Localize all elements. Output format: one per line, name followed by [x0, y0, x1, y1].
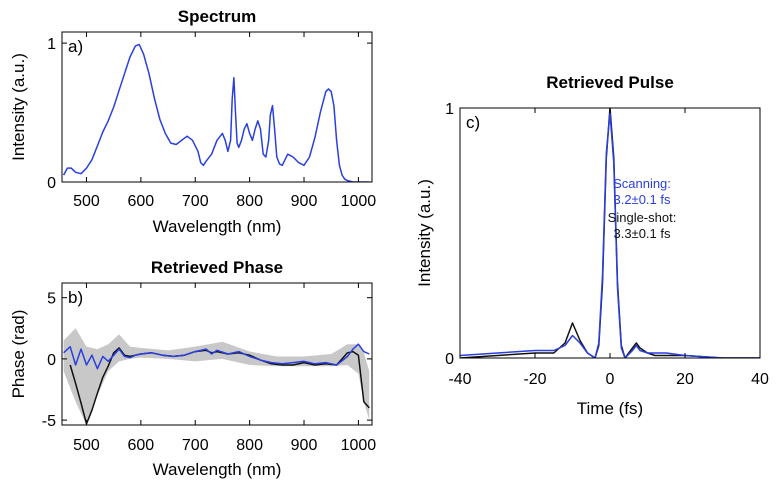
- x-tick-label: 40: [751, 371, 769, 388]
- x-tick-label: 0: [606, 371, 615, 388]
- series-line-scanning: [62, 43, 370, 182]
- x-tick-label: 600: [128, 437, 155, 454]
- y-tick-label: 0: [47, 175, 56, 192]
- x-tick-label: 800: [236, 437, 263, 454]
- x-tick-label: 1000: [341, 193, 377, 210]
- uncertainty-band: [63, 328, 370, 425]
- x-tick-label: 700: [182, 437, 209, 454]
- y-tick-label: 5: [47, 291, 56, 308]
- y-axis-label: Intensity (a.u.): [9, 53, 28, 161]
- x-tick-label: 500: [73, 193, 100, 210]
- x-tick-label: 600: [128, 193, 155, 210]
- x-tick-label: 20: [676, 371, 694, 388]
- x-tick-label: 800: [236, 193, 263, 210]
- chart-title: Retrieved Phase: [151, 258, 283, 277]
- panel-label: c): [466, 113, 480, 132]
- plot-frame: [61, 31, 373, 183]
- y-tick-label: 0: [47, 352, 56, 369]
- chart-title: Spectrum: [178, 7, 256, 26]
- x-tick-label: -40: [448, 371, 471, 388]
- x-tick-label: 500: [73, 437, 100, 454]
- x-tick-label: 900: [291, 193, 318, 210]
- plot-frame: [61, 282, 373, 426]
- plot-frame: [459, 107, 761, 359]
- series-line-singleshot: [460, 108, 760, 358]
- y-tick-label: 1: [47, 36, 56, 53]
- x-tick-label: 700: [182, 193, 209, 210]
- chart-title: Retrieved Pulse: [546, 73, 674, 92]
- x-axis-label: Time (fs): [577, 399, 643, 418]
- panel-label: b): [68, 288, 83, 307]
- annotation-text: 3.3±0.1 fs: [613, 226, 671, 241]
- annotation-text: Scanning:: [613, 176, 671, 191]
- y-tick-label: 1: [445, 101, 454, 118]
- series-line-scanning: [460, 112, 760, 358]
- x-axis-label: Wavelength (nm): [153, 460, 282, 479]
- series-line-scanning: [63, 343, 370, 370]
- x-tick-label: 900: [291, 437, 318, 454]
- panel-label: a): [68, 37, 83, 56]
- x-axis-label: Wavelength (nm): [153, 217, 282, 236]
- y-axis-label: Intensity (a.u.): [415, 179, 434, 287]
- annotation-text: Single-shot:: [608, 210, 677, 225]
- x-tick-label: -20: [523, 371, 546, 388]
- y-tick-label: 0: [445, 351, 454, 368]
- y-tick-label: -5: [42, 413, 56, 430]
- y-axis-label: Phase (rad): [9, 310, 28, 399]
- x-tick-label: 1000: [341, 437, 377, 454]
- annotation-text: 3.2±0.1 fs: [613, 192, 671, 207]
